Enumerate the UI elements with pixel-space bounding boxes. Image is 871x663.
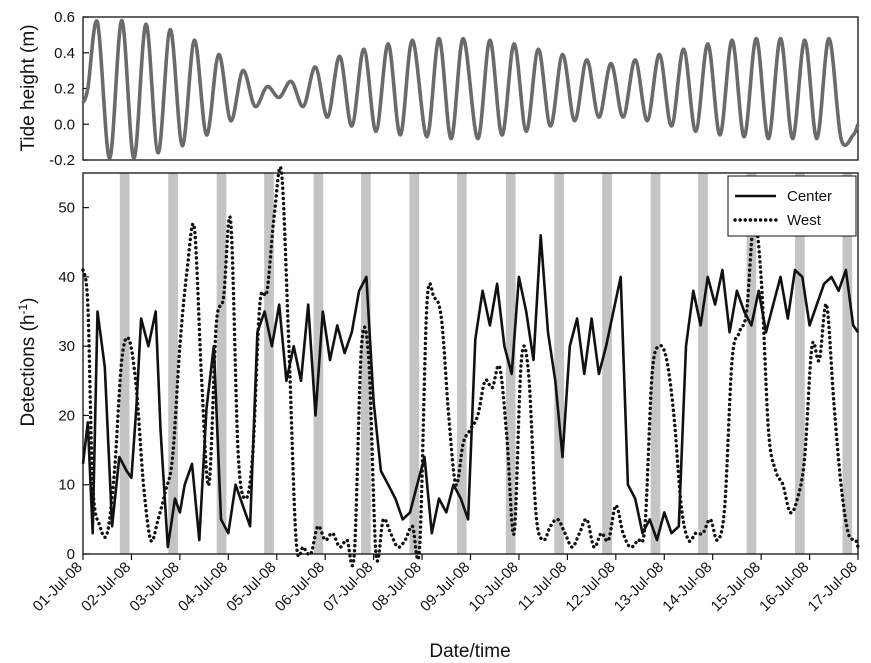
night-shading-bar	[361, 173, 371, 554]
night-shading-bar	[795, 173, 805, 554]
x-tick-label: 13-Jul-08	[611, 559, 667, 615]
x-tick-label: 04-Jul-08	[175, 559, 231, 615]
tide-y-tick-label: 0.0	[54, 116, 75, 133]
x-tick-label: 09-Jul-08	[417, 559, 473, 615]
tide-y-tick-label: 0.4	[54, 45, 75, 62]
detections-y-tick-label: 30	[58, 338, 75, 355]
center-series-line	[81, 234, 860, 549]
x-tick-label: 17-Jul-08	[805, 559, 861, 615]
tide-y-tick-label: -0.2	[49, 152, 75, 169]
night-shading-bar	[554, 173, 564, 554]
detections-y-ticks: 50 40 30 20 10 0	[58, 200, 89, 563]
x-tick-label: 12-Jul-08	[562, 559, 618, 615]
detections-y-tick-label: 0	[67, 546, 75, 563]
night-shading-bar	[119, 173, 130, 554]
x-tick-label: 06-Jul-08	[272, 559, 328, 615]
night-shading-bar	[264, 173, 274, 554]
night-shading-bar	[650, 173, 661, 554]
detections-x-ticks: 01-Jul-0802-Jul-0803-Jul-0804-Jul-0805-J…	[30, 554, 861, 615]
west-series-line	[81, 165, 860, 568]
night-shading-bar	[746, 173, 757, 554]
night-shading-bar	[698, 173, 708, 554]
night-shading-bar	[602, 173, 612, 554]
tide-series-line	[81, 18, 860, 161]
legend-box	[727, 175, 857, 237]
night-shading-bar	[168, 173, 178, 554]
detections-y-tick-label: 50	[58, 200, 75, 217]
night-shading-bar	[409, 173, 420, 554]
tide-y-tick-label: 0.6	[54, 9, 75, 26]
detections-y-tick-label: 10	[58, 477, 75, 494]
x-tick-label: 16-Jul-08	[756, 559, 812, 615]
detections-y-tick-label: 20	[58, 407, 75, 424]
x-tick-label: 08-Jul-08	[369, 559, 425, 615]
x-tick-label: 11-Jul-08	[515, 559, 570, 614]
night-shading-bar	[505, 173, 516, 554]
night-shading-bar	[216, 173, 227, 554]
x-tick-label: 03-Jul-08	[126, 559, 182, 615]
detections-y-axis-label: Detections (h-1)	[16, 298, 39, 427]
night-shading-bar	[456, 173, 467, 554]
tide-y-ticks: 0.6 0.4 0.2 0.0 -0.2	[49, 9, 89, 169]
x-tick-label: 02-Jul-08	[78, 559, 134, 615]
tide-y-tick-label: 0.2	[54, 81, 75, 98]
detections-y-tick-label: 40	[58, 269, 75, 286]
legend: Center West	[727, 175, 857, 237]
tide-panel: 0.6 0.4 0.2 0.0 -0.2 Tide height (m)	[18, 9, 860, 169]
x-tick-label: 10-Jul-08	[466, 559, 522, 615]
x-tick-label: 01-Jul-08	[30, 559, 86, 615]
x-tick-label: 07-Jul-08	[320, 559, 376, 615]
legend-west-label: West	[787, 212, 822, 229]
night-shading-bar	[842, 173, 853, 554]
tide-y-axis-label: Tide height (m)	[18, 24, 39, 151]
x-tick-label: 05-Jul-08	[223, 559, 279, 615]
x-tick-label: 15-Jul-08	[708, 559, 764, 615]
x-axis-label: Date/time	[429, 641, 510, 662]
legend-center-label: Center	[787, 188, 832, 205]
x-tick-label: 14-Jul-08	[659, 559, 715, 615]
